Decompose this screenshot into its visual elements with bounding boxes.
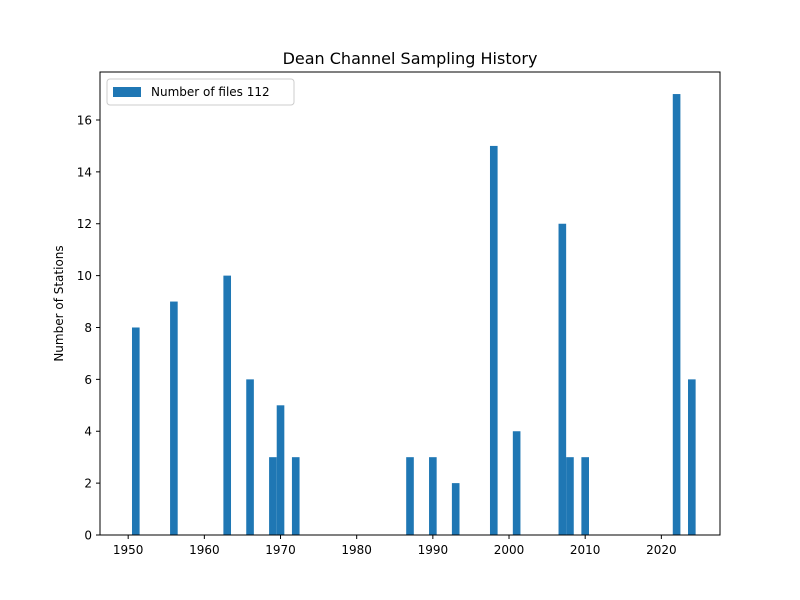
x-tick-label: 2020 bbox=[646, 543, 677, 557]
bar-1963 bbox=[223, 275, 232, 535]
bar-1993 bbox=[451, 483, 460, 535]
legend-label: Number of files 112 bbox=[151, 85, 270, 99]
bar-1970 bbox=[276, 405, 285, 535]
y-tick-label: 10 bbox=[77, 269, 92, 283]
x-tick-label: 2010 bbox=[570, 543, 601, 557]
y-tick-label: 2 bbox=[84, 477, 92, 491]
x-tick-label: 1990 bbox=[418, 543, 449, 557]
y-axis-title: Number of Stations bbox=[52, 245, 66, 361]
x-tick-label: 1950 bbox=[113, 543, 144, 557]
x-tick-label: 2000 bbox=[494, 543, 525, 557]
x-tick-label: 1980 bbox=[341, 543, 372, 557]
bar-1956 bbox=[170, 301, 178, 535]
bar-1987 bbox=[406, 457, 414, 535]
x-tick-label: 1970 bbox=[265, 543, 296, 557]
bar-1998 bbox=[489, 145, 498, 536]
bar-1972 bbox=[291, 457, 300, 535]
y-tick-label: 6 bbox=[84, 373, 92, 387]
legend-swatch bbox=[113, 87, 141, 97]
bar-1990 bbox=[429, 457, 437, 535]
legend: Number of files 112 bbox=[106, 78, 295, 106]
y-axis-ticks: 0 2 4 6 8 10 12 14 16 bbox=[77, 113, 100, 543]
y-tick-label: 0 bbox=[84, 529, 92, 543]
chart-title: Dean Channel Sampling History bbox=[283, 49, 538, 68]
y-tick-label: 16 bbox=[77, 113, 92, 127]
bar-2010 bbox=[581, 457, 589, 535]
bars-layer bbox=[131, 94, 696, 536]
plot-frame bbox=[99, 71, 721, 536]
y-tick-label: 14 bbox=[77, 165, 92, 179]
bar-1969 bbox=[269, 457, 277, 535]
bar-2024 bbox=[688, 379, 696, 535]
bar-2022 bbox=[672, 94, 681, 536]
bar-1966 bbox=[246, 379, 254, 535]
y-tick-label: 12 bbox=[77, 217, 92, 231]
x-tick-label: 1960 bbox=[189, 543, 220, 557]
bar-2007 bbox=[558, 223, 567, 536]
legend-box bbox=[106, 78, 295, 106]
bar-2008 bbox=[566, 457, 574, 535]
x-axis-ticks: 1950 1960 1970 1980 1990 2000 2010 2020 bbox=[113, 535, 677, 557]
bar-1951 bbox=[131, 327, 140, 535]
bar-2001 bbox=[512, 431, 521, 535]
y-tick-label: 8 bbox=[84, 321, 92, 335]
y-tick-label: 4 bbox=[84, 425, 92, 439]
